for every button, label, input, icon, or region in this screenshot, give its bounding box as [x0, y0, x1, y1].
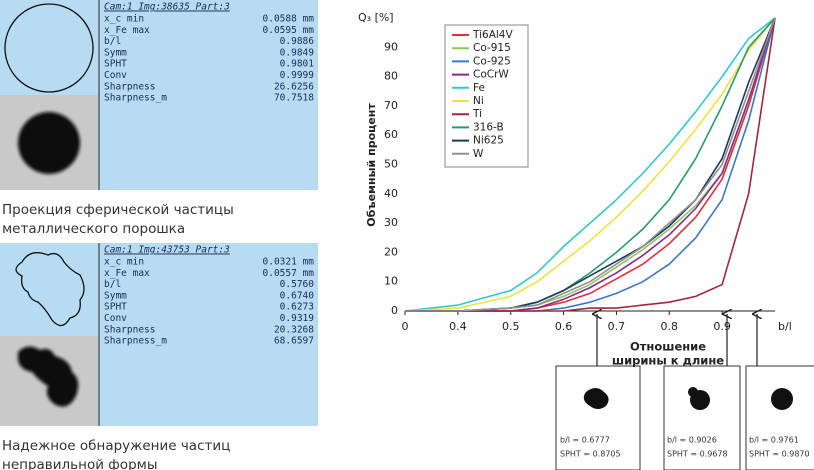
metric-name: Sharpness	[104, 324, 155, 335]
caption: металлического порошка	[2, 221, 185, 237]
figure: Cam:1 Img:38635 Part:3x_c min0.0588 mmx_…	[0, 0, 814, 470]
metric-name: Conv	[104, 313, 127, 324]
particle-image	[18, 112, 80, 174]
metric-value: 0.6740	[280, 290, 315, 301]
inset-bl: b/l = 0.6777	[560, 436, 610, 445]
metric-name: Conv	[104, 70, 127, 81]
metric-value: 0.9319	[280, 313, 315, 324]
caption: неправильной формы	[2, 457, 157, 470]
x-axis-title: ширины к длине	[612, 354, 724, 368]
legend-label: 316-B	[473, 121, 504, 133]
metric-name: Sharpness	[104, 81, 155, 92]
metric-value: 20.3268	[274, 324, 314, 335]
legend-label: Ni625	[473, 135, 504, 147]
metric-name: Sharpness_m	[104, 336, 167, 347]
legend-label: Ti	[472, 108, 482, 120]
metric-name: x_c min	[104, 14, 144, 25]
metric-value: 0.5760	[280, 279, 315, 290]
metric-name: x_c min	[104, 257, 144, 268]
inset-bl: b/l = 0.9026	[667, 436, 717, 445]
y-unit-label: Q₃ [%]	[358, 11, 394, 24]
metric-value: 70.7518	[274, 93, 314, 104]
metric-name: SPHT	[104, 59, 127, 70]
metric-name: x_Fe max	[104, 25, 150, 36]
x-tick-label: 0.8	[661, 320, 679, 333]
legend-label: W	[473, 148, 484, 160]
y-tick-label: 70	[384, 99, 398, 112]
metric-value: 0.0321 mm	[263, 257, 315, 268]
inset-particle	[688, 387, 698, 397]
metric-value: 0.0595 mm	[263, 25, 315, 36]
y-tick-label: 40	[384, 187, 398, 200]
panel-header: Cam:1 Img:43753 Part:3	[104, 245, 230, 256]
y-tick-label: 80	[384, 70, 398, 83]
legend-label: Ti6Al4V	[472, 29, 513, 41]
y-tick-label: 90	[384, 40, 398, 53]
metric-name: Sharpness_m	[104, 93, 167, 104]
x-tick-label: 0.6	[555, 320, 573, 333]
metric-value: 0.6273	[280, 302, 314, 313]
inset-spht: SPHT = 0.9870	[749, 450, 810, 459]
x-axis-title: Отношение	[630, 340, 706, 354]
y-tick-label: 20	[384, 245, 398, 258]
x-tick-label: 0.4	[449, 320, 467, 333]
y-tick-label: 10	[384, 275, 398, 288]
inset-spht: SPHT = 0.9678	[667, 450, 728, 459]
legend-label: Co-915	[473, 42, 511, 54]
metric-value: 0.0557 mm	[263, 268, 315, 279]
metric-value: 0.9886	[280, 36, 315, 47]
inset-spht: SPHT = 0.8705	[560, 450, 621, 459]
panel-header: Cam:1 Img:38635 Part:3	[104, 2, 230, 13]
legend-label: CoCrW	[473, 69, 509, 81]
metric-value: 0.0588 mm	[263, 14, 315, 25]
metric-name: b/l	[104, 279, 121, 290]
metric-value: 0.9801	[280, 59, 315, 70]
caption: Надежное обнаружение частиц	[2, 438, 230, 454]
x-tick-label: 0	[402, 320, 409, 333]
metric-name: b/l	[104, 36, 121, 47]
x-tick-label: 0.9	[713, 320, 731, 333]
inset-particle	[771, 388, 793, 410]
metric-name: Symm	[104, 47, 127, 58]
inset-bl: b/l = 0.9761	[749, 436, 799, 445]
caption: Проекция сферической частицы	[2, 202, 234, 218]
metric-value: 0.9999	[280, 70, 315, 81]
y-tick-label: 30	[384, 216, 398, 229]
y-axis-label: Объемный процент	[365, 103, 378, 227]
metric-name: x_Fe max	[104, 268, 150, 279]
metric-name: SPHT	[104, 302, 127, 313]
y-tick-label: 50	[384, 158, 398, 171]
metric-value: 26.6256	[274, 81, 314, 92]
metric-value: 68.6597	[274, 336, 314, 347]
x-tick-label: 0.7	[608, 320, 626, 333]
metric-value: 0.9849	[280, 47, 315, 58]
x-axis-label: b/l	[778, 320, 792, 333]
x-tick-label: 0.5	[502, 320, 520, 333]
legend-label: Ni	[473, 95, 484, 107]
metric-name: Symm	[104, 290, 127, 301]
y-tick-label: 0	[391, 304, 398, 317]
y-tick-label: 60	[384, 128, 398, 141]
legend-label: Co-925	[473, 55, 511, 67]
legend-label: Fe	[473, 82, 485, 94]
